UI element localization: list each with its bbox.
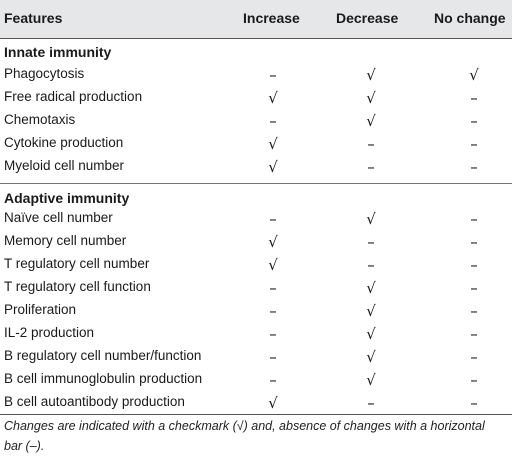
increase-cell: √ [268, 394, 278, 412]
decrease-cell: – [367, 135, 375, 153]
increase-cell: – [269, 66, 277, 84]
no-change-cell: – [470, 371, 478, 389]
feature-label: Naïve cell number [4, 210, 113, 225]
header-decrease: Decrease [336, 10, 399, 26]
increase-cell: – [269, 325, 277, 343]
header-increase: Increase [243, 10, 300, 26]
increase-cell: √ [268, 158, 278, 176]
no-change-cell: – [470, 158, 478, 176]
table-row: Proliferation – √ – [0, 302, 512, 325]
increase-cell: √ [268, 89, 278, 107]
feature-label: B cell immunoglobulin production [4, 371, 203, 386]
table-row: Free radical production √ √ – [0, 89, 512, 112]
feature-label: IL-2 production [4, 325, 95, 340]
no-change-cell: – [470, 233, 478, 251]
table-row: Cytokine production √ – – [0, 135, 512, 158]
header-divider [0, 38, 512, 39]
decrease-cell: √ [366, 348, 376, 366]
decrease-cell: – [367, 394, 375, 412]
feature-label: Chemotaxis [4, 112, 76, 127]
section-title-innate: Innate immunity [4, 44, 112, 60]
increase-cell: √ [268, 135, 278, 153]
table-row: Chemotaxis – √ – [0, 112, 512, 135]
increase-cell: √ [268, 233, 278, 251]
no-change-cell: – [470, 256, 478, 274]
feature-label: Cytokine production [4, 135, 124, 150]
no-change-cell: – [470, 135, 478, 153]
feature-label: Proliferation [4, 302, 77, 317]
feature-label: Phagocytosis [4, 66, 85, 81]
feature-label: B cell autoantibody production [4, 394, 185, 409]
header-features: Features [4, 10, 63, 26]
increase-cell: – [269, 348, 277, 366]
feature-label: T regulatory cell function [4, 279, 151, 294]
increase-cell: – [269, 302, 277, 320]
no-change-cell: √ [469, 66, 479, 84]
header-no-change: No change [434, 10, 506, 26]
decrease-cell: √ [366, 279, 376, 297]
decrease-cell: √ [366, 325, 376, 343]
feature-label: Free radical production [4, 89, 143, 104]
increase-cell: – [269, 210, 277, 228]
no-change-cell: – [470, 89, 478, 107]
decrease-cell: – [367, 256, 375, 274]
decrease-cell: – [367, 233, 375, 251]
table-row: Memory cell number √ – – [0, 233, 512, 256]
table-row: T regulatory cell number √ – – [0, 256, 512, 279]
no-change-cell: – [470, 279, 478, 297]
no-change-cell: – [470, 325, 478, 343]
increase-cell: – [269, 371, 277, 389]
section-divider [0, 183, 512, 184]
feature-label: T regulatory cell number [4, 256, 150, 271]
table-row: B cell immunoglobulin production – √ – [0, 371, 512, 394]
feature-label: Myeloid cell number [4, 158, 125, 173]
table-row: Myeloid cell number √ – – [0, 158, 512, 181]
decrease-cell: √ [366, 112, 376, 130]
table-row: B regulatory cell number/function – √ – [0, 348, 512, 371]
footer-divider [0, 414, 512, 415]
table-header: Features Increase Decrease No change [0, 0, 512, 38]
table-footnote: Changes are indicated with a checkmark (… [4, 419, 485, 453]
table-row: Naïve cell number – √ – [0, 210, 512, 233]
increase-cell: – [269, 112, 277, 130]
decrease-cell: √ [366, 89, 376, 107]
table-row: T regulatory cell function – √ – [0, 279, 512, 302]
no-change-cell: – [470, 302, 478, 320]
decrease-cell: √ [366, 210, 376, 228]
no-change-cell: – [470, 348, 478, 366]
decrease-cell: √ [366, 66, 376, 84]
increase-cell: – [269, 279, 277, 297]
decrease-cell: √ [366, 371, 376, 389]
no-change-cell: – [470, 112, 478, 130]
table-row: B cell autoantibody production √ – – [0, 394, 512, 417]
table-row: Phagocytosis – √ √ [0, 66, 512, 89]
decrease-cell: √ [366, 302, 376, 320]
decrease-cell: – [367, 158, 375, 176]
table-row: IL-2 production – √ – [0, 325, 512, 348]
no-change-cell: – [470, 394, 478, 412]
increase-cell: √ [268, 256, 278, 274]
section-title-adaptive: Adaptive immunity [4, 190, 130, 206]
no-change-cell: – [470, 210, 478, 228]
feature-label: B regulatory cell number/function [4, 348, 202, 363]
feature-label: Memory cell number [4, 233, 127, 248]
